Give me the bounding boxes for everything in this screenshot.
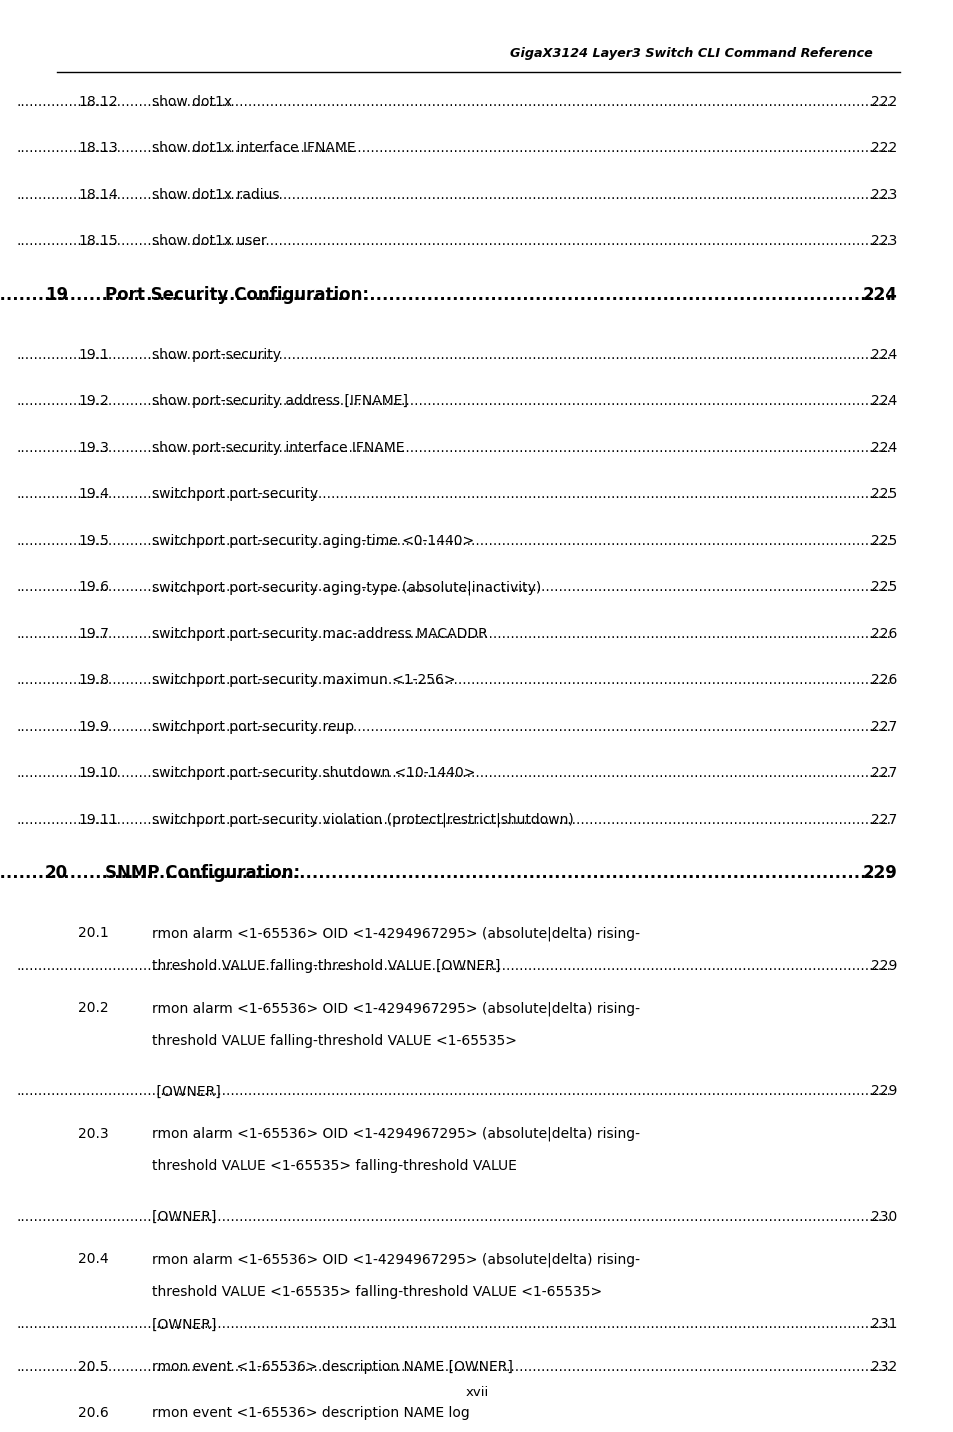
Text: 20.1: 20.1: [78, 927, 109, 941]
Text: Port Security Configuration:: Port Security Configuration:: [105, 286, 375, 304]
Text: [OWNER]: [OWNER]: [152, 1084, 225, 1098]
Text: 222: 222: [870, 95, 896, 109]
Text: show dot1x interface IFNAME: show dot1x interface IFNAME: [152, 142, 359, 156]
Text: ................................................................................: ........................................…: [17, 1317, 891, 1332]
Text: rmon alarm <1-65536> OID <1-4294967295> (absolute|delta) rising-: rmon alarm <1-65536> OID <1-4294967295> …: [152, 1253, 639, 1267]
Text: threshold VALUE <1-65535> falling-threshold VALUE: threshold VALUE <1-65535> falling-thresh…: [152, 1160, 517, 1173]
Text: 232: 232: [870, 1360, 896, 1373]
Text: 229: 229: [862, 865, 896, 882]
Text: rmon alarm <1-65536> OID <1-4294967295> (absolute|delta) rising-: rmon alarm <1-65536> OID <1-4294967295> …: [152, 927, 639, 941]
Text: ................................................................................: ........................................…: [17, 1360, 891, 1373]
Text: ................................................................................: ........................................…: [17, 394, 891, 408]
Text: show dot1x user: show dot1x user: [152, 235, 266, 249]
Text: ................................................................................: ........................................…: [17, 627, 891, 642]
Text: 19.9: 19.9: [78, 720, 109, 735]
Text: 227: 227: [870, 720, 896, 735]
Text: 223: 223: [870, 188, 896, 202]
Text: 20.6: 20.6: [78, 1406, 109, 1421]
Text: 224: 224: [862, 286, 896, 304]
Text: ................................................................................: ........................................…: [17, 673, 891, 687]
Text: 19.6: 19.6: [78, 580, 109, 594]
Text: 19.5: 19.5: [78, 534, 109, 548]
Text: ................................................................................: ........................................…: [17, 534, 891, 548]
Text: 19.7: 19.7: [78, 627, 109, 642]
Text: 225: 225: [870, 580, 896, 594]
Text: ................................................................................: ........................................…: [17, 766, 891, 780]
Text: 225: 225: [870, 487, 896, 501]
Text: rmon alarm <1-65536> OID <1-4294967295> (absolute|delta) rising-: rmon alarm <1-65536> OID <1-4294967295> …: [152, 1001, 639, 1015]
Text: 226: 226: [870, 673, 896, 687]
Text: 20.3: 20.3: [78, 1127, 109, 1141]
Text: 19.11: 19.11: [78, 813, 118, 828]
Text: switchport port-security violation (protect|restrict|shutdown): switchport port-security violation (prot…: [152, 813, 578, 828]
Text: 227: 227: [870, 813, 896, 828]
Text: 227: 227: [870, 766, 896, 780]
Text: threshold VALUE falling-threshold VALUE [OWNER]: threshold VALUE falling-threshold VALUE …: [152, 959, 500, 972]
Text: ................................................................................: ........................................…: [17, 959, 891, 972]
Text: rmon event <1-65536> description NAME log: rmon event <1-65536> description NAME lo…: [152, 1406, 474, 1421]
Text: 20.2: 20.2: [78, 1001, 109, 1015]
Text: 230: 230: [870, 1210, 896, 1224]
Text: 224: 224: [870, 441, 896, 455]
Text: 229: 229: [870, 1084, 896, 1098]
Text: 229: 229: [870, 959, 896, 972]
Text: ................................................................................: ........................................…: [0, 286, 891, 304]
Text: ................................................................................: ........................................…: [17, 441, 891, 455]
Text: ................................................................................: ........................................…: [17, 1210, 891, 1224]
Text: switchport port-security mac-address MACADDR: switchport port-security mac-address MAC…: [152, 627, 487, 642]
Text: 20.5: 20.5: [78, 1360, 109, 1373]
Text: switchport port-security shutdown <10-1440>: switchport port-security shutdown <10-14…: [152, 766, 479, 780]
Text: 226: 226: [870, 627, 896, 642]
Text: 231: 231: [870, 1317, 896, 1332]
Text: 19.10: 19.10: [78, 766, 117, 780]
Text: show port-security: show port-security: [152, 348, 281, 362]
Text: 223: 223: [870, 235, 896, 249]
Text: 19.2: 19.2: [78, 394, 109, 408]
Text: 18.12: 18.12: [78, 95, 117, 109]
Text: ................................................................................: ........................................…: [17, 188, 891, 202]
Text: ................................................................................: ........................................…: [17, 1084, 891, 1098]
Text: 19.4: 19.4: [78, 487, 109, 501]
Text: show port-security address [IFNAME]: show port-security address [IFNAME]: [152, 394, 412, 408]
Text: 19.3: 19.3: [78, 441, 109, 455]
Text: switchport port-security maximun <1-256>: switchport port-security maximun <1-256>: [152, 673, 455, 687]
Text: ................................................................................: ........................................…: [17, 142, 891, 156]
Text: 18.15: 18.15: [78, 235, 117, 249]
Text: ................................................................................: ........................................…: [17, 580, 891, 594]
Text: [OWNER]: [OWNER]: [152, 1317, 220, 1332]
Text: 20.4: 20.4: [78, 1253, 109, 1266]
Text: 19: 19: [45, 286, 68, 304]
Text: ................................................................................: ........................................…: [0, 865, 891, 882]
Text: 18.13: 18.13: [78, 142, 117, 156]
Text: ................................................................................: ........................................…: [17, 720, 891, 735]
Text: ................................................................................: ........................................…: [17, 813, 891, 828]
Text: 222: 222: [870, 142, 896, 156]
Text: 19.1: 19.1: [78, 348, 109, 362]
Text: show port-security interface IFNAME: show port-security interface IFNAME: [152, 441, 409, 455]
Text: threshold VALUE falling-threshold VALUE <1-65535>: threshold VALUE falling-threshold VALUE …: [152, 1034, 517, 1048]
Text: show dot1x radius: show dot1x radius: [152, 188, 279, 202]
Text: GigaX3124 Layer3 Switch CLI Command Reference: GigaX3124 Layer3 Switch CLI Command Refe…: [510, 46, 872, 60]
Text: SNMP Configuration:: SNMP Configuration:: [105, 865, 306, 882]
Text: switchport port-security aging-time <0-1440>: switchport port-security aging-time <0-1…: [152, 534, 474, 548]
Text: show dot1x: show dot1x: [152, 95, 232, 109]
Text: switchport port-security: switchport port-security: [152, 487, 322, 501]
Text: threshold VALUE <1-65535> falling-threshold VALUE <1-65535>: threshold VALUE <1-65535> falling-thresh…: [152, 1285, 601, 1299]
Text: ................................................................................: ........................................…: [17, 95, 891, 109]
Text: ................................................................................: ........................................…: [17, 487, 891, 501]
Text: ................................................................................: ........................................…: [17, 348, 891, 362]
Text: 18.14: 18.14: [78, 188, 117, 202]
Text: 19.8: 19.8: [78, 673, 109, 687]
Text: 225: 225: [870, 534, 896, 548]
Text: switchport port-security reup: switchport port-security reup: [152, 720, 354, 735]
Text: ................................................................................: ........................................…: [17, 235, 891, 249]
Text: [OWNER]: [OWNER]: [152, 1210, 220, 1224]
Text: xvii: xvii: [465, 1386, 488, 1399]
Text: rmon event <1-65536> description NAME [OWNER]: rmon event <1-65536> description NAME [O…: [152, 1360, 513, 1373]
Text: switchport port-security aging-type (absolute|inactivity): switchport port-security aging-type (abs…: [152, 580, 545, 596]
Text: 224: 224: [870, 394, 896, 408]
Text: 20: 20: [45, 865, 68, 882]
Text: 224: 224: [870, 348, 896, 362]
Text: rmon alarm <1-65536> OID <1-4294967295> (absolute|delta) rising-: rmon alarm <1-65536> OID <1-4294967295> …: [152, 1127, 639, 1141]
